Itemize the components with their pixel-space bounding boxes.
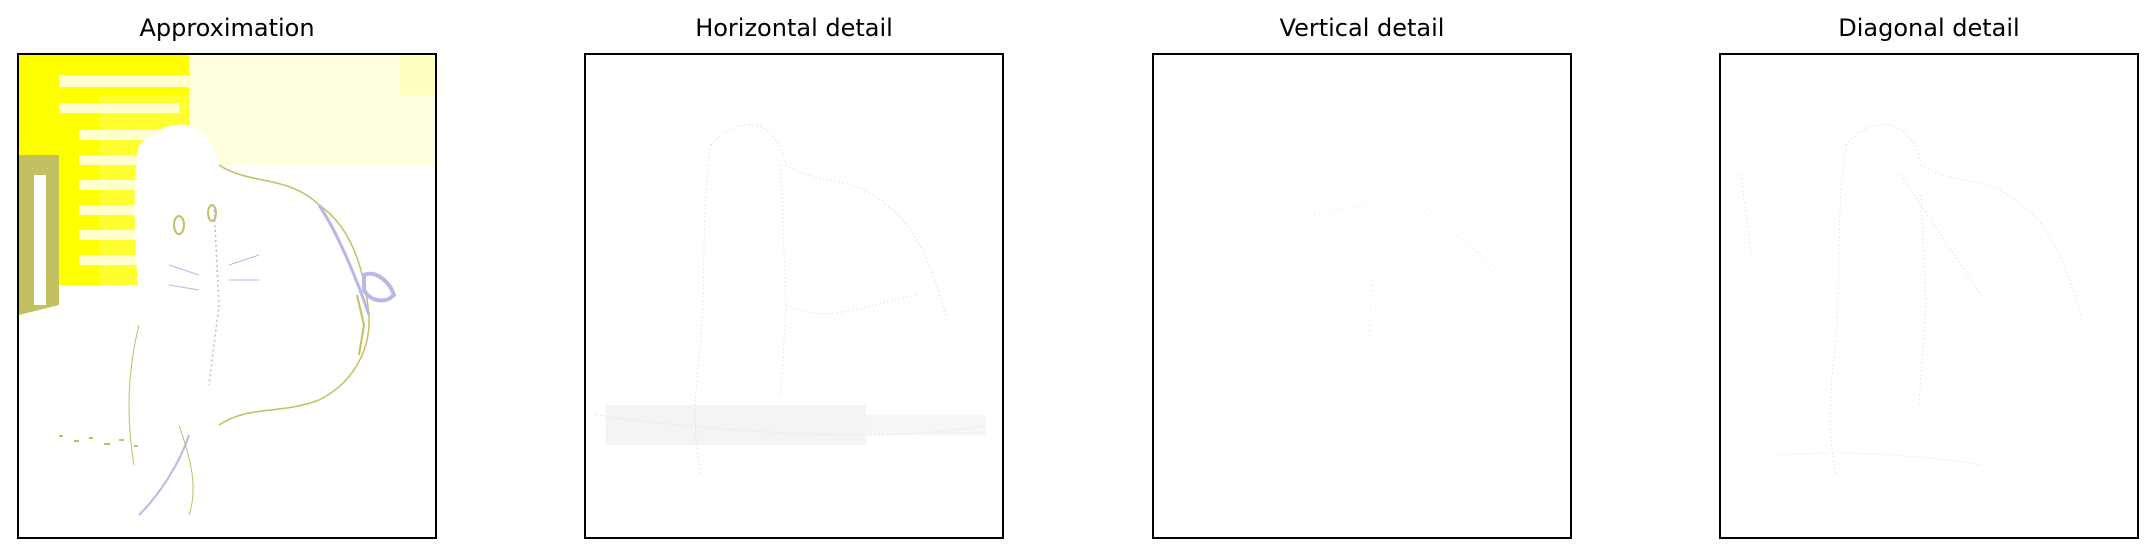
- diagonal-detail-image-graphic: [1740, 124, 2082, 476]
- vertical-detail-image-graphic: [1313, 202, 1515, 346]
- approximation-title: Approximation: [139, 14, 315, 42]
- vertical-detail-title: Vertical detail: [1279, 14, 1445, 42]
- horizontal-detail-image: [584, 53, 1004, 539]
- approximation-panel: Approximation: [17, 0, 437, 556]
- vertical-detail-image: [1152, 53, 1572, 539]
- horizontal-detail-title: Horizontal detail: [695, 14, 893, 42]
- approximation-image: [17, 53, 437, 539]
- horizontal-detail-panel: Horizontal detail: [584, 0, 1004, 556]
- vertical-detail-panel: Vertical detail: [1152, 0, 1572, 556]
- diagonal-detail-title: Diagonal detail: [1838, 14, 2020, 42]
- approximation-image-graphic: [19, 55, 435, 517]
- diagonal-detail-image: [1719, 53, 2139, 539]
- horizontal-detail-image-graphic: [595, 124, 987, 476]
- diagonal-detail-panel: Diagonal detail: [1719, 0, 2139, 556]
